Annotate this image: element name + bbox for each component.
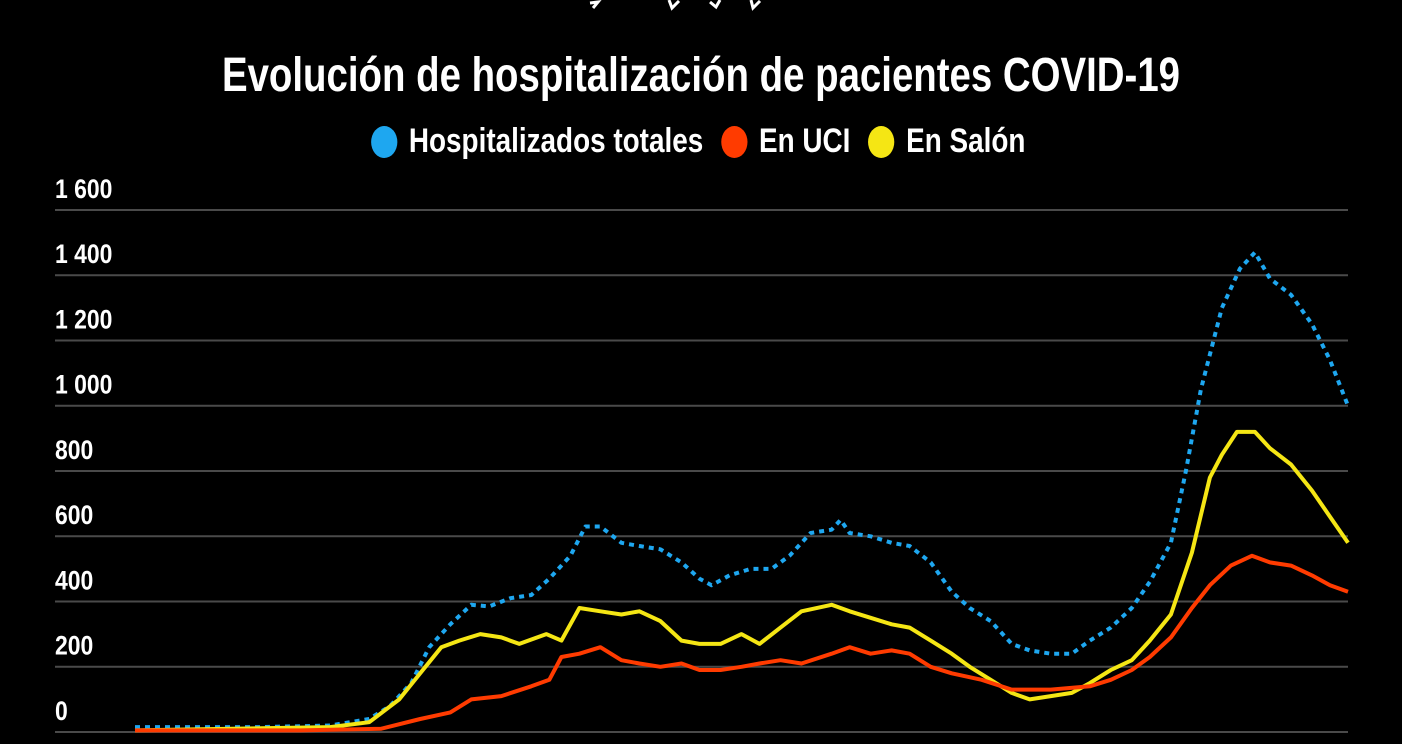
- legend: Hospitalizados totales En UCI En Salón: [123, 122, 1273, 161]
- legend-item-total[interactable]: Hospitalizados totales: [371, 122, 703, 161]
- legend-item-salon[interactable]: En Salón: [868, 122, 1025, 161]
- top-icons: [589, 0, 762, 11]
- legend-item-uci[interactable]: En UCI: [721, 122, 850, 161]
- arrow-icon: [589, 0, 602, 9]
- y-tick-label: 1 600: [55, 174, 112, 204]
- legend-swatch: [868, 125, 895, 158]
- legend-swatch: [721, 125, 748, 158]
- legend-label: Hospitalizados totales: [408, 122, 704, 160]
- y-tick-label: 1 200: [55, 305, 112, 335]
- y-tick-label: 200: [55, 631, 93, 661]
- legend-label: En Salón: [906, 122, 1026, 160]
- y-tick-label: 0: [55, 696, 68, 726]
- y-tick-label: 600: [55, 501, 93, 531]
- series-line-0: [135, 250, 1350, 730]
- y-tick-label: 400: [55, 566, 93, 596]
- series-line-2: [134, 429, 1350, 733]
- legend-label: En UCI: [758, 122, 851, 160]
- arrow-icon: [749, 0, 762, 11]
- arrow-icon: [709, 0, 722, 10]
- arrow-icon: [667, 0, 681, 11]
- series-line-1: [135, 553, 1349, 733]
- y-tick-label: 800: [55, 435, 93, 465]
- chart-title: Evolución de hospitalización de paciente…: [221, 49, 1181, 102]
- legend-swatch: [371, 125, 398, 158]
- y-tick-label: 1 400: [55, 240, 112, 270]
- y-tick-label: 1 000: [55, 370, 112, 400]
